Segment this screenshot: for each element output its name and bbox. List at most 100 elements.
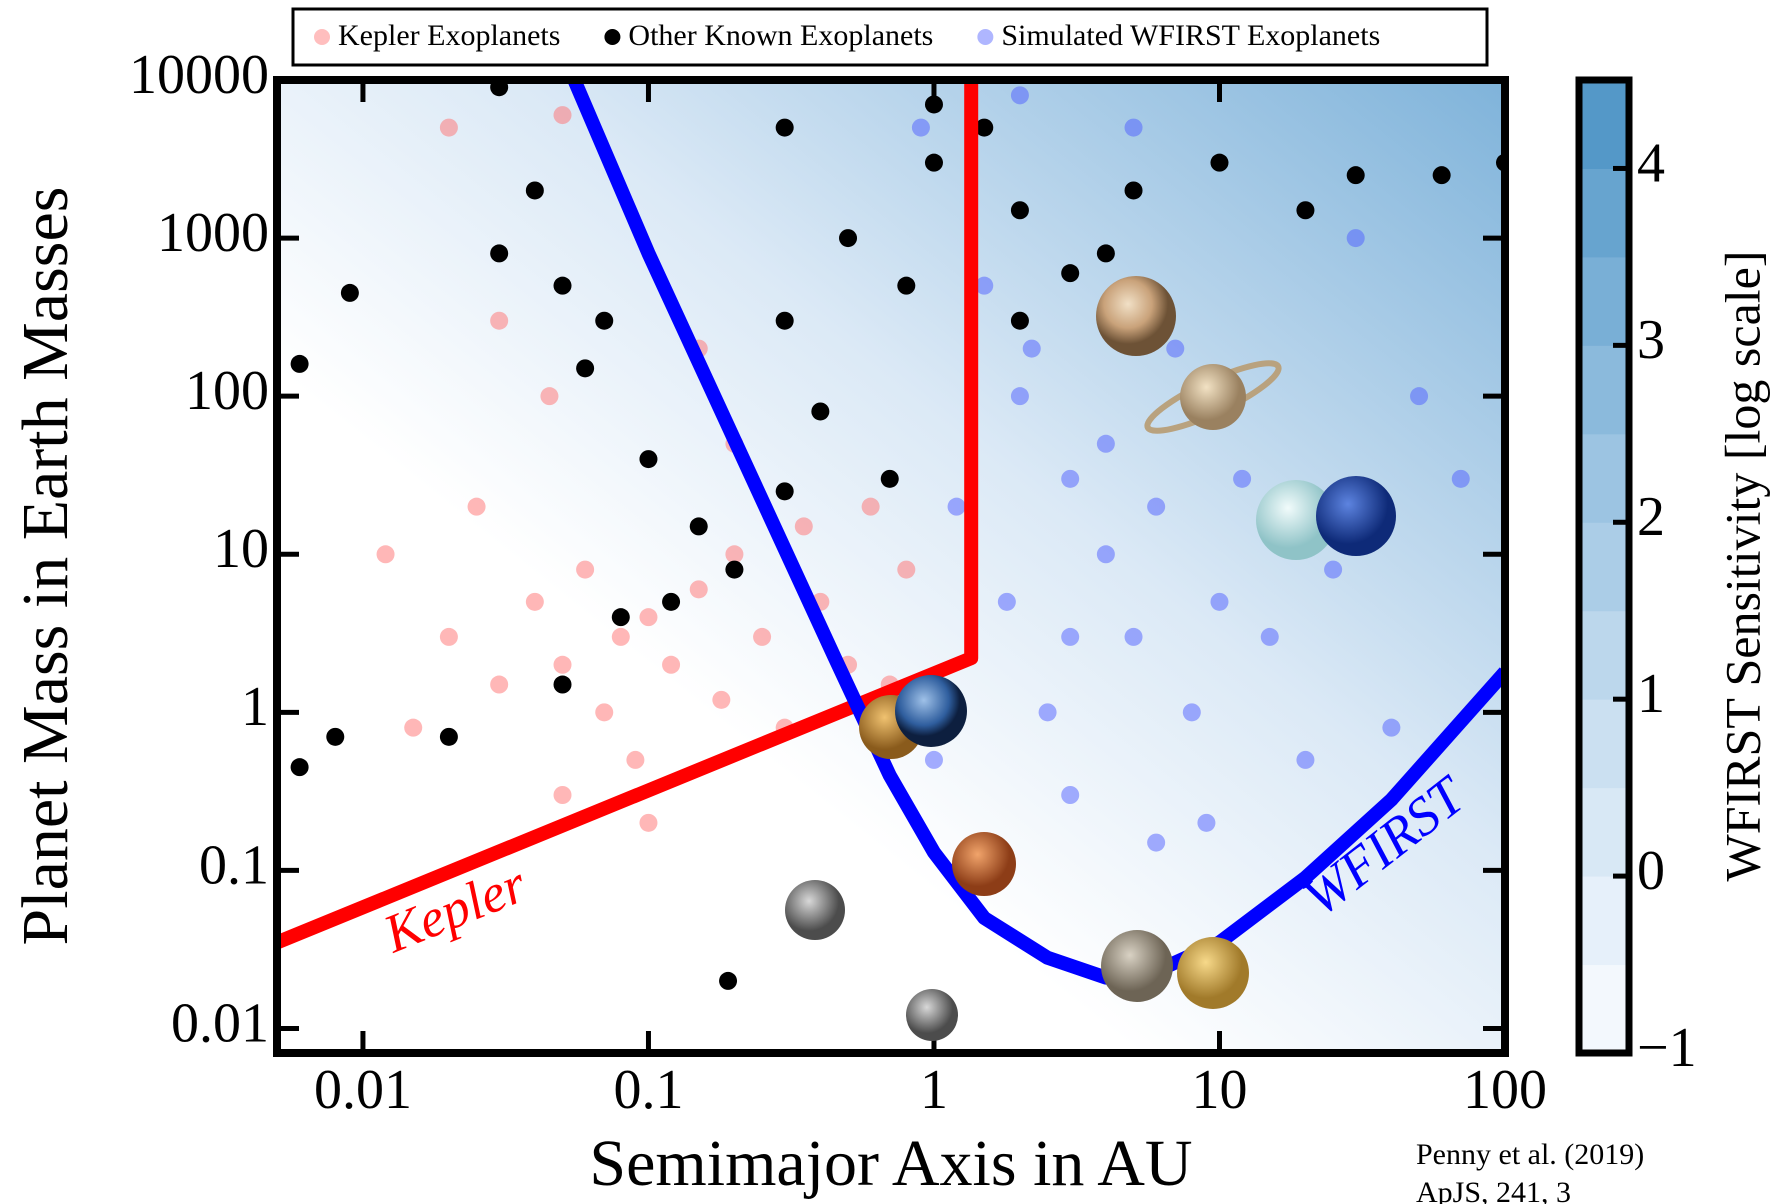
data-point [1022,339,1041,358]
data-point [1124,181,1143,200]
data-point [1166,339,1185,358]
data-point [1233,469,1252,488]
y-tick-label: 1 [241,676,269,738]
data-point [1410,387,1429,406]
planet-neptune [1316,476,1396,556]
colorbar-label: WFIRST Sensitivity [log scale] [1714,251,1770,882]
data-point [1346,229,1365,248]
planet-mercury [785,880,845,940]
data-point [639,813,658,832]
data-point [1260,627,1279,646]
data-point [1010,387,1029,406]
data-point [626,750,645,769]
planet-mars [952,832,1016,896]
data-point [753,627,772,646]
x-tick-label: 100 [1463,1059,1547,1121]
data-point [1096,244,1115,263]
data-point [290,758,309,777]
data-point [490,311,509,330]
data-point [553,786,572,805]
planet-saturn [1180,364,1246,430]
colorbar-band [1579,964,1629,1054]
data-point [1197,813,1216,832]
y-tick-label: 0.1 [199,834,269,896]
y-axis-label: Planet Mass in Earth Masses [9,187,82,946]
data-point [794,517,813,536]
data-point [490,675,509,694]
data-point [467,497,486,516]
data-point [719,971,738,990]
data-point [775,311,794,330]
x-axis-label: Semimajor Axis in AU [589,1127,1192,1200]
data-point [439,727,458,746]
legend-label: Other Known Exoplanets [628,19,933,52]
colorbar-band [1579,876,1629,966]
boundary-line [277,80,979,949]
legend-marker [314,29,330,45]
data-point [880,469,899,488]
colorbar-band [1579,699,1629,789]
data-point [924,750,943,769]
data-point [975,276,994,295]
data-point [947,497,966,516]
planet-jupiter [1096,276,1176,356]
data-point [861,497,880,516]
data-point [689,517,708,536]
citation: Penny et al. (2019) [1416,1138,1644,1171]
legend-marker [604,29,621,45]
data-point [897,276,916,295]
data-point [1346,166,1365,185]
data-point [525,181,544,200]
data-point [1124,118,1143,137]
data-point [595,311,614,330]
planet-uranus [1256,480,1336,560]
legend-label: Kepler Exoplanets [338,19,560,52]
solar-system-planets [785,276,1396,1041]
data-point [1061,264,1080,283]
data-point [775,118,794,137]
moon [906,989,958,1041]
x-tick-label: 0.1 [613,1059,683,1121]
data-point [997,592,1016,611]
colorbar-band [1579,610,1629,700]
x-tick-label: 1 [920,1059,948,1121]
data-point [376,545,395,564]
data-point [611,608,630,627]
data-point [1096,545,1115,564]
colorbar-band [1579,80,1629,169]
y-tick-label: 0.01 [171,992,269,1054]
data-point [553,106,572,125]
data-point [576,359,595,378]
data-point [490,80,509,97]
colorbar-tick-label: 4 [1637,132,1665,194]
data-point [611,627,630,646]
data-point [1210,153,1229,172]
citation: ApJS, 241, 3 [1416,1176,1571,1204]
legend-label: Simulated WFIRST Exoplanets [1001,19,1380,52]
data-point [490,244,509,263]
data-point [725,560,744,579]
data-point [1061,469,1080,488]
data-point [1038,703,1057,722]
x-tick-label: 0.01 [314,1059,412,1121]
colorbar-tick-label: 2 [1637,486,1665,548]
colorbar-band [1579,522,1629,612]
data-point [911,118,930,137]
y-tick-label: 10 [213,518,269,580]
data-point [839,229,858,248]
data-point [1432,166,1451,185]
data-point [1296,201,1315,220]
data-point [290,354,309,373]
moon-titan [1177,937,1249,1009]
colorbar-tick-label: 1 [1637,663,1665,725]
data-point [811,402,830,421]
colorbar-tick-label: 3 [1637,309,1665,371]
data-point [924,95,943,114]
y-tick-label: 1000 [157,202,269,264]
data-point [1147,833,1166,852]
data-point [1324,560,1343,579]
data-point [1296,750,1315,769]
data-point [439,627,458,646]
data-point [326,727,345,746]
